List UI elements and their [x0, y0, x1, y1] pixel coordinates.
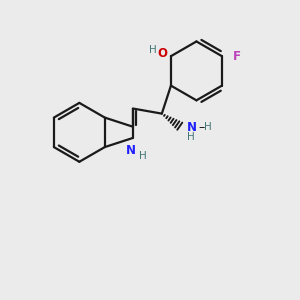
- Text: –: –: [199, 121, 205, 134]
- Text: H: H: [187, 132, 194, 142]
- Text: H: H: [149, 45, 157, 55]
- Text: H: H: [204, 122, 212, 132]
- Text: O: O: [157, 47, 167, 60]
- Text: F: F: [233, 50, 241, 63]
- Text: N: N: [187, 121, 197, 134]
- Text: H: H: [139, 151, 146, 160]
- Text: N: N: [126, 144, 136, 157]
